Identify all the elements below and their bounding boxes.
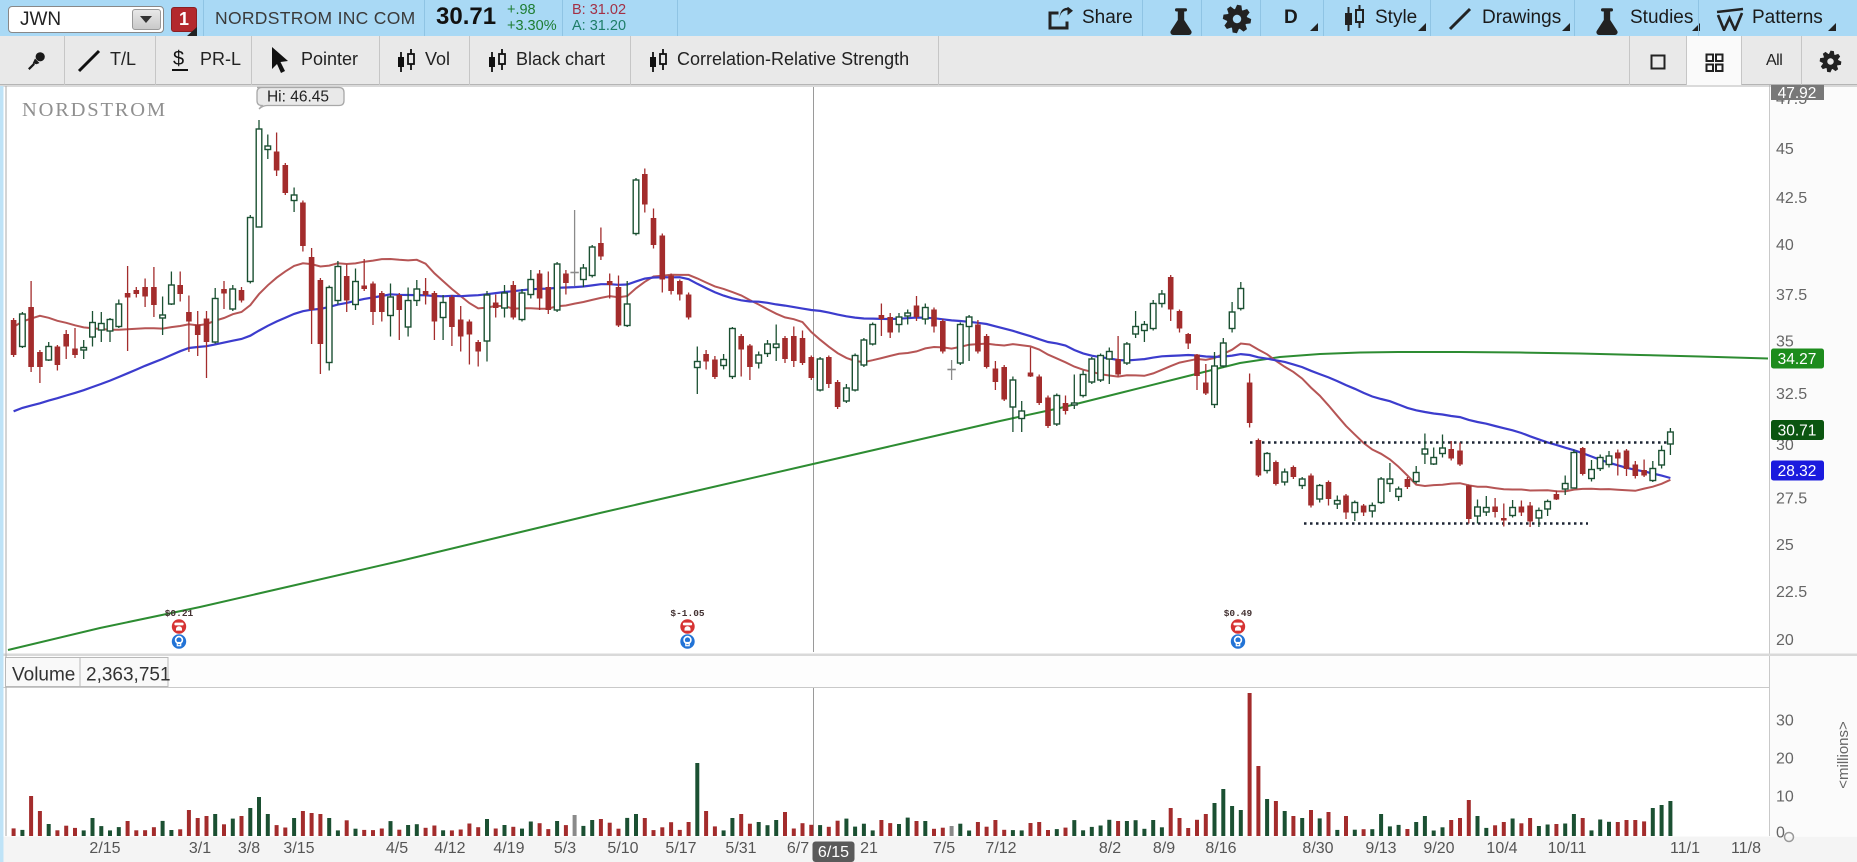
svg-text:42.5: 42.5	[1776, 190, 1807, 207]
svg-text:5/3: 5/3	[554, 840, 576, 857]
svg-text:37.5: 37.5	[1776, 287, 1807, 304]
svg-text:8/9: 8/9	[1153, 840, 1175, 857]
svg-text:NORDSTROM: NORDSTROM	[22, 99, 167, 121]
svg-text:Volume: Volume	[12, 665, 75, 686]
svg-text:8/2: 8/2	[1099, 840, 1121, 857]
svg-text:9/13: 9/13	[1365, 840, 1396, 857]
svg-text:30: 30	[1776, 713, 1794, 730]
svg-text:0: 0	[1776, 825, 1785, 842]
svg-text:34.27: 34.27	[1778, 351, 1817, 368]
svg-text:6/15: 6/15	[818, 844, 849, 861]
svg-text:<millions>: <millions>	[1835, 721, 1852, 789]
svg-text:11/8: 11/8	[1731, 840, 1761, 857]
svg-text:8/16: 8/16	[1205, 840, 1236, 857]
svg-text:47.92: 47.92	[1778, 85, 1817, 102]
svg-text:10/4: 10/4	[1486, 840, 1517, 857]
svg-text:28.32: 28.32	[1778, 463, 1817, 480]
svg-text:2,363,751: 2,363,751	[86, 665, 171, 686]
svg-text:3/1: 3/1	[189, 840, 211, 857]
svg-text:$-1.05: $-1.05	[670, 608, 705, 619]
svg-text:22.5: 22.5	[1776, 584, 1807, 601]
svg-text:30: 30	[1776, 437, 1794, 454]
svg-text:20: 20	[1776, 632, 1794, 649]
svg-text:20: 20	[1776, 751, 1794, 768]
svg-text:$0.21: $0.21	[165, 608, 194, 619]
svg-text:40: 40	[1776, 237, 1794, 254]
svg-text:4/19: 4/19	[493, 840, 524, 857]
svg-text:27.5: 27.5	[1776, 490, 1807, 507]
svg-text:10: 10	[1776, 789, 1794, 806]
svg-text:25: 25	[1776, 537, 1794, 554]
svg-text:3/8: 3/8	[238, 840, 260, 857]
svg-text:4/5: 4/5	[386, 840, 408, 857]
svg-text:11/1: 11/1	[1670, 840, 1700, 857]
svg-text:35: 35	[1776, 334, 1794, 351]
svg-text:3/15: 3/15	[283, 840, 314, 857]
svg-text:5/10: 5/10	[607, 840, 638, 857]
svg-text:2/15: 2/15	[89, 840, 120, 857]
svg-text:9/20: 9/20	[1423, 840, 1454, 857]
svg-text:45: 45	[1776, 141, 1794, 158]
svg-text:5/17: 5/17	[665, 840, 696, 857]
svg-text:6/7: 6/7	[787, 840, 809, 857]
svg-text:21: 21	[860, 840, 878, 857]
svg-text:4/12: 4/12	[434, 840, 465, 857]
svg-text:7/5: 7/5	[933, 840, 955, 857]
svg-text:Hi: 46.45: Hi: 46.45	[267, 89, 329, 106]
svg-text:32.5: 32.5	[1776, 386, 1807, 403]
svg-text:30.71: 30.71	[1778, 423, 1817, 440]
svg-text:7/12: 7/12	[985, 840, 1016, 857]
svg-text:10/11: 10/11	[1548, 840, 1587, 857]
svg-text:8/30: 8/30	[1302, 840, 1333, 857]
svg-text:$0.49: $0.49	[1224, 608, 1253, 619]
svg-text:$: $	[173, 48, 184, 70]
svg-text:5/31: 5/31	[725, 840, 756, 857]
